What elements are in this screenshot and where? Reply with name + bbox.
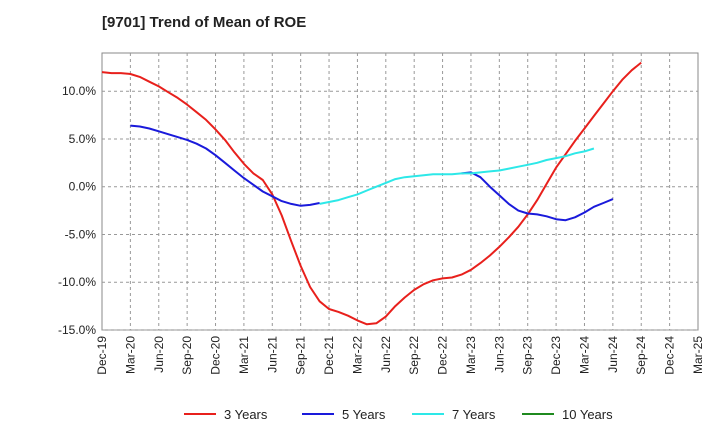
x-tick-label: Sep-23: [521, 336, 535, 375]
x-tick-label: Mar-21: [237, 336, 251, 374]
y-tick-label: -10.0%: [58, 275, 96, 289]
legend-label-3-years: 3 Years: [224, 407, 268, 422]
series-layer: [101, 61, 642, 326]
x-tick-label: Jun-22: [379, 336, 393, 373]
x-tick-label: Jun-24: [606, 336, 620, 373]
legend-label-7-years: 7 Years: [452, 407, 496, 422]
x-tick-label: Jun-20: [152, 336, 166, 373]
axis-layer: 10.0% 5.0% 0.0% -5.0% -10.0% -15.0%Dec-19 Mar-…: [58, 84, 705, 374]
x-tick-label: Sep-22: [407, 336, 421, 375]
legend-layer: 3 Years 5 Years 7 Years 10 Years: [184, 407, 613, 422]
x-tick-label: Dec-22: [436, 336, 450, 375]
x-tick-label: Mar-20: [123, 336, 137, 374]
legend-label-5-years: 5 Years: [342, 407, 386, 422]
x-tick-label: Mar-24: [577, 336, 591, 374]
y-tick-label: -5.0%: [65, 227, 97, 241]
y-tick-label: 5.0%: [69, 132, 97, 146]
x-tick-label: Sep-24: [634, 336, 648, 375]
x-tick-label: Jun-21: [265, 336, 279, 373]
x-tick-label: Dec-23: [549, 336, 563, 375]
x-tick-label: Sep-20: [180, 336, 194, 375]
x-tick-label: Dec-21: [322, 336, 336, 375]
series-line-3-years: [101, 61, 642, 326]
y-tick-label: 10.0%: [62, 84, 96, 98]
x-tick-label: Mar-25: [691, 336, 705, 374]
y-tick-label: -15.0%: [58, 323, 96, 337]
y-tick-label: 0.0%: [69, 180, 97, 194]
x-tick-label: Mar-22: [350, 336, 364, 374]
x-tick-label: Dec-20: [209, 336, 223, 375]
x-tick-label: Sep-21: [294, 336, 308, 375]
series-line-5-years: [130, 124, 614, 222]
x-tick-label: Mar-23: [464, 336, 478, 374]
chart-title: [9701] Trend of Mean of ROE: [102, 14, 307, 31]
plot-frame: [101, 52, 699, 331]
x-tick-label: Jun-23: [492, 336, 506, 373]
legend-label-10-years: 10 Years: [562, 407, 613, 422]
x-tick-label: Dec-24: [663, 336, 677, 375]
grid-layer: [101, 52, 699, 331]
series-line-7-years: [319, 147, 595, 205]
x-tick-label: Dec-19: [95, 336, 109, 375]
